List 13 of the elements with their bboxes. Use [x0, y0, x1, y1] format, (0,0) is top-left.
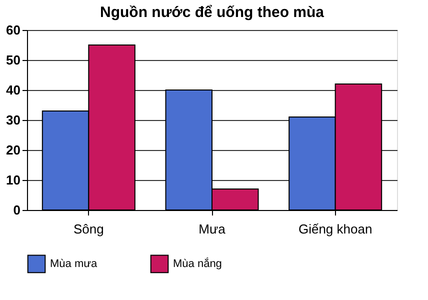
y-tick-label: 10 [6, 172, 20, 188]
y-tick-label: 50 [6, 52, 20, 68]
legend-label: Mùa mưa [50, 258, 98, 270]
chart-title: Nguồn nước để uống theo mùa [100, 4, 325, 21]
x-tick-label: Giếng khoan [298, 222, 372, 236]
y-tick-label: 20 [6, 142, 20, 158]
y-tick-label: 40 [6, 82, 20, 98]
y-tick-label: 30 [6, 112, 20, 128]
x-tick-label: Mưa [198, 222, 226, 236]
y-tick-label: 60 [6, 22, 20, 38]
x-tick-label: Sông [73, 222, 104, 236]
legend-label: Mùa nắng [173, 256, 222, 270]
y-tick-label: 0 [13, 202, 20, 218]
